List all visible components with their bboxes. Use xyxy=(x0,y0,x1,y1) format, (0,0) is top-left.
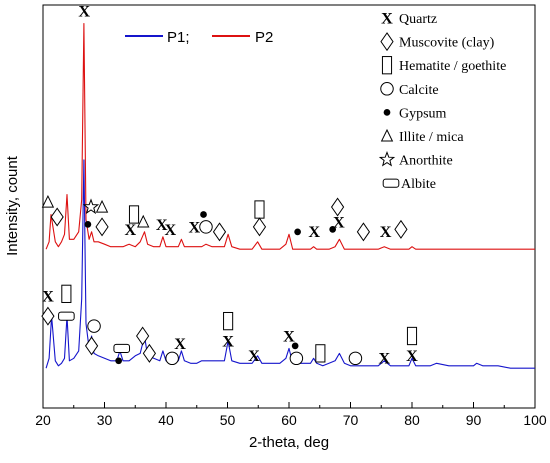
hematite-marker xyxy=(223,311,234,331)
y-axis-label: Intensity, count xyxy=(4,155,21,256)
calcite-marker xyxy=(380,82,394,96)
x-tick-label: 60 xyxy=(281,412,297,428)
x-tick-label: 70 xyxy=(343,412,359,428)
muscovite-marker xyxy=(84,336,99,356)
gypsum-marker xyxy=(291,342,299,350)
quartz-marker: X xyxy=(378,350,390,368)
phase-legend: X Quartz Muscovite (clay) Hematite / goethi… xyxy=(378,9,506,192)
quartz-marker: X xyxy=(406,347,418,365)
quartz-marker: X xyxy=(308,223,320,241)
gypsum-marker xyxy=(383,109,391,116)
calcite-marker xyxy=(348,351,363,366)
muscovite-marker xyxy=(95,217,109,237)
quartz-marker: X xyxy=(174,335,186,353)
quartz-marker: X xyxy=(188,218,200,236)
albite-marker xyxy=(382,178,400,188)
phase-legend-label: Muscovite (clay) xyxy=(399,36,495,51)
anorthite-marker xyxy=(378,150,396,167)
gypsum-marker xyxy=(329,226,337,233)
quartz-marker: X xyxy=(164,221,176,239)
illite-marker xyxy=(41,194,55,208)
muscovite-marker xyxy=(252,217,267,237)
hematite-marker xyxy=(381,56,393,75)
x-tick-label: 80 xyxy=(404,412,420,428)
quartz-marker: X xyxy=(78,3,90,21)
hematite-marker xyxy=(128,205,140,224)
x-tick-label: 50 xyxy=(220,412,236,428)
quartz-marker: X xyxy=(42,288,54,306)
series-line-2 xyxy=(45,22,535,250)
muscovite-marker xyxy=(212,222,227,242)
phase-legend-label: Quartz xyxy=(399,12,437,27)
muscovite-marker xyxy=(136,326,150,346)
series-legend: P1; P2 xyxy=(125,29,273,46)
quartz-marker: X xyxy=(283,327,295,345)
muscovite-marker xyxy=(41,306,55,326)
x-tick-label: 90 xyxy=(466,412,482,428)
muscovite-marker xyxy=(50,207,64,227)
phase-legend-label: Hematite / goethite xyxy=(399,59,506,74)
calcite-marker xyxy=(165,351,179,366)
gypsum-marker xyxy=(294,228,301,236)
phase-legend-label: Albite xyxy=(401,177,436,192)
albite-marker xyxy=(58,311,75,321)
hematite-marker xyxy=(315,344,326,363)
muscovite-marker xyxy=(142,343,157,363)
illite-marker xyxy=(380,128,394,142)
gypsum-marker xyxy=(200,211,207,218)
gypsum-marker xyxy=(84,221,92,228)
calcite-marker xyxy=(87,319,101,333)
quartz-marker: X xyxy=(156,216,168,234)
phase-legend-label: Illite / mica xyxy=(399,130,464,145)
quartz-marker: X xyxy=(333,213,345,231)
albite-marker xyxy=(113,343,131,353)
illite-marker xyxy=(137,214,150,228)
legend-p1-label: P1; xyxy=(167,29,190,46)
quartz-marker: X xyxy=(124,221,136,239)
legend-p2-label: P2 xyxy=(255,29,273,46)
muscovite-marker xyxy=(356,222,371,242)
calcite-marker xyxy=(289,351,304,366)
hematite-marker xyxy=(254,200,265,219)
x-axis: 20 30 40 50 60 70 80 90 100 xyxy=(35,402,547,428)
calcite-marker xyxy=(199,220,213,234)
muscovite-marker xyxy=(380,32,394,52)
phase-legend-label: Gypsum xyxy=(399,106,447,121)
gypsum-marker xyxy=(115,357,123,365)
phase-legend-label: Calcite xyxy=(399,83,439,98)
anorthite-marker xyxy=(82,198,100,215)
quartz-marker: X xyxy=(248,347,260,365)
x-tick-label: 100 xyxy=(523,412,547,428)
illite-marker xyxy=(95,199,109,213)
x-tick-label: 30 xyxy=(97,412,113,428)
x-axis-label: 2-theta, deg xyxy=(249,434,329,451)
quartz-marker: X xyxy=(381,9,393,27)
quartz-marker: X xyxy=(222,332,234,350)
muscovite-marker xyxy=(394,219,408,239)
x-tick-label: 20 xyxy=(35,412,51,428)
x-tick-label: 40 xyxy=(158,412,174,428)
plot-frame xyxy=(42,4,536,409)
hematite-marker xyxy=(61,284,72,303)
hematite-marker xyxy=(406,326,418,346)
phase-legend-label: Anorthite xyxy=(399,154,453,169)
quartz-marker: X xyxy=(380,223,392,241)
muscovite-marker xyxy=(330,197,345,217)
